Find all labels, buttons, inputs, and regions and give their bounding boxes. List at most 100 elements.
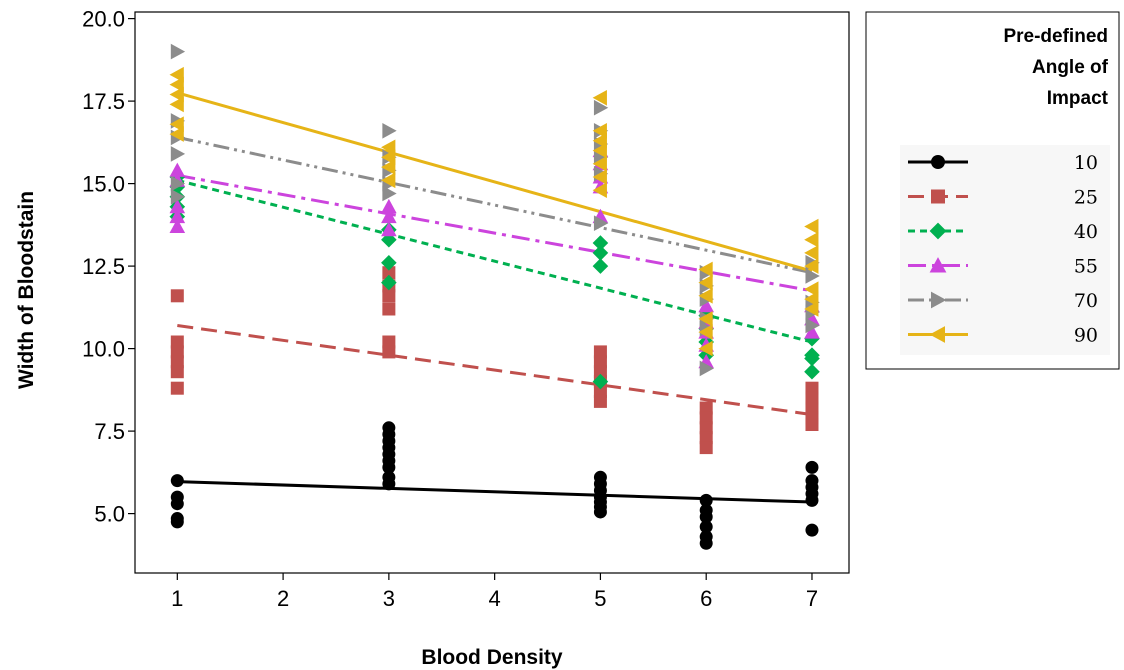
point-90 [698, 274, 713, 291]
legend-marker [931, 291, 947, 309]
y-tick-label: 15.0 [82, 172, 125, 197]
point-55 [169, 208, 186, 224]
point-25 [170, 365, 184, 379]
point-70 [382, 185, 397, 202]
point-25 [805, 418, 819, 431]
point-90 [592, 123, 607, 139]
series-10 [170, 421, 819, 550]
x-tick-label: 7 [806, 586, 818, 611]
point-90 [169, 86, 184, 103]
point-25 [382, 302, 396, 316]
legend-entry-90: 90 [908, 325, 1098, 347]
point-90 [804, 258, 819, 274]
point-90 [592, 142, 607, 159]
point-70 [805, 268, 820, 284]
point-90 [381, 149, 396, 165]
point-55 [381, 198, 397, 214]
point-90 [381, 159, 396, 175]
axes: 1 2 3 4 5 6 7 5.0 7.5 10.0 12.5 15.0 17.5 20.0 [82, 7, 818, 611]
point-25 [170, 335, 184, 349]
legend-marker [929, 326, 945, 343]
y-tick-label: 10.0 [82, 337, 125, 362]
legend-label: 10 [1074, 152, 1098, 174]
legend-marker [931, 189, 945, 204]
point-90 [804, 281, 819, 297]
point-90 [592, 156, 607, 172]
point-40 [381, 231, 397, 248]
y-tick-label: 12.5 [82, 254, 125, 279]
point-10 [170, 497, 184, 511]
point-90 [804, 291, 819, 307]
legend-marker [929, 257, 947, 273]
point-90 [804, 301, 819, 317]
point-70 [170, 146, 186, 162]
point-25 [593, 365, 607, 379]
y-tick-label: 7.5 [94, 419, 125, 444]
point-90 [592, 182, 607, 198]
point-55 [381, 208, 397, 224]
data-points [169, 43, 820, 550]
point-70 [699, 360, 714, 377]
point-25 [170, 345, 184, 359]
legend-entry-10: 10 [908, 152, 1098, 174]
y-tick-label: 17.5 [82, 89, 125, 114]
point-90 [804, 245, 819, 261]
point-40 [804, 330, 820, 347]
x-tick-label: 5 [594, 586, 606, 611]
point-90 [698, 288, 713, 304]
point-90 [169, 76, 184, 93]
point-10 [170, 515, 184, 529]
point-90 [804, 218, 819, 235]
legend-title-line-3: Impact [1047, 88, 1109, 109]
point-55 [698, 297, 714, 313]
series-90 [169, 66, 819, 357]
point-90 [592, 90, 607, 106]
point-70 [593, 99, 609, 116]
point-10 [699, 520, 713, 534]
point-10 [593, 505, 607, 519]
point-70 [593, 149, 609, 165]
x-tick-label: 3 [383, 586, 395, 611]
point-25 [382, 266, 396, 280]
point-10 [699, 510, 713, 524]
point-90 [592, 132, 607, 149]
point-10 [170, 474, 184, 488]
point-90 [381, 172, 396, 189]
legend-title-line-1: Pre-defined [1003, 26, 1108, 47]
point-40 [804, 363, 820, 380]
fit-line-90 [176, 91, 813, 273]
point-90 [804, 231, 819, 248]
y-axis-title: Width of Bloodstain [15, 191, 38, 389]
point-55 [169, 218, 186, 233]
point-25 [382, 335, 396, 349]
point-25 [699, 431, 713, 445]
point-10 [805, 460, 819, 474]
point-90 [698, 311, 713, 327]
point-25 [805, 381, 819, 395]
point-10 [699, 493, 713, 507]
legend-marker [929, 222, 947, 240]
x-tick-label: 2 [277, 586, 289, 611]
point-25 [805, 401, 819, 415]
point-25 [699, 441, 713, 455]
legend-marker [931, 155, 945, 169]
point-10 [805, 493, 819, 507]
point-70 [805, 317, 820, 334]
point-90 [169, 96, 184, 113]
point-90 [698, 261, 713, 278]
x-axis-title: Blood Density [421, 646, 562, 669]
point-70 [170, 43, 186, 60]
point-10 [382, 477, 396, 491]
legend-entries-bg [900, 145, 1110, 355]
point-40 [592, 235, 609, 251]
point-25 [805, 391, 819, 405]
point-10 [699, 536, 713, 550]
point-90 [169, 126, 184, 142]
point-10 [805, 523, 819, 537]
point-90 [698, 340, 713, 357]
y-tick-label: 5.0 [94, 502, 125, 527]
point-25 [382, 289, 396, 303]
point-70 [170, 175, 186, 192]
point-10 [382, 460, 396, 474]
